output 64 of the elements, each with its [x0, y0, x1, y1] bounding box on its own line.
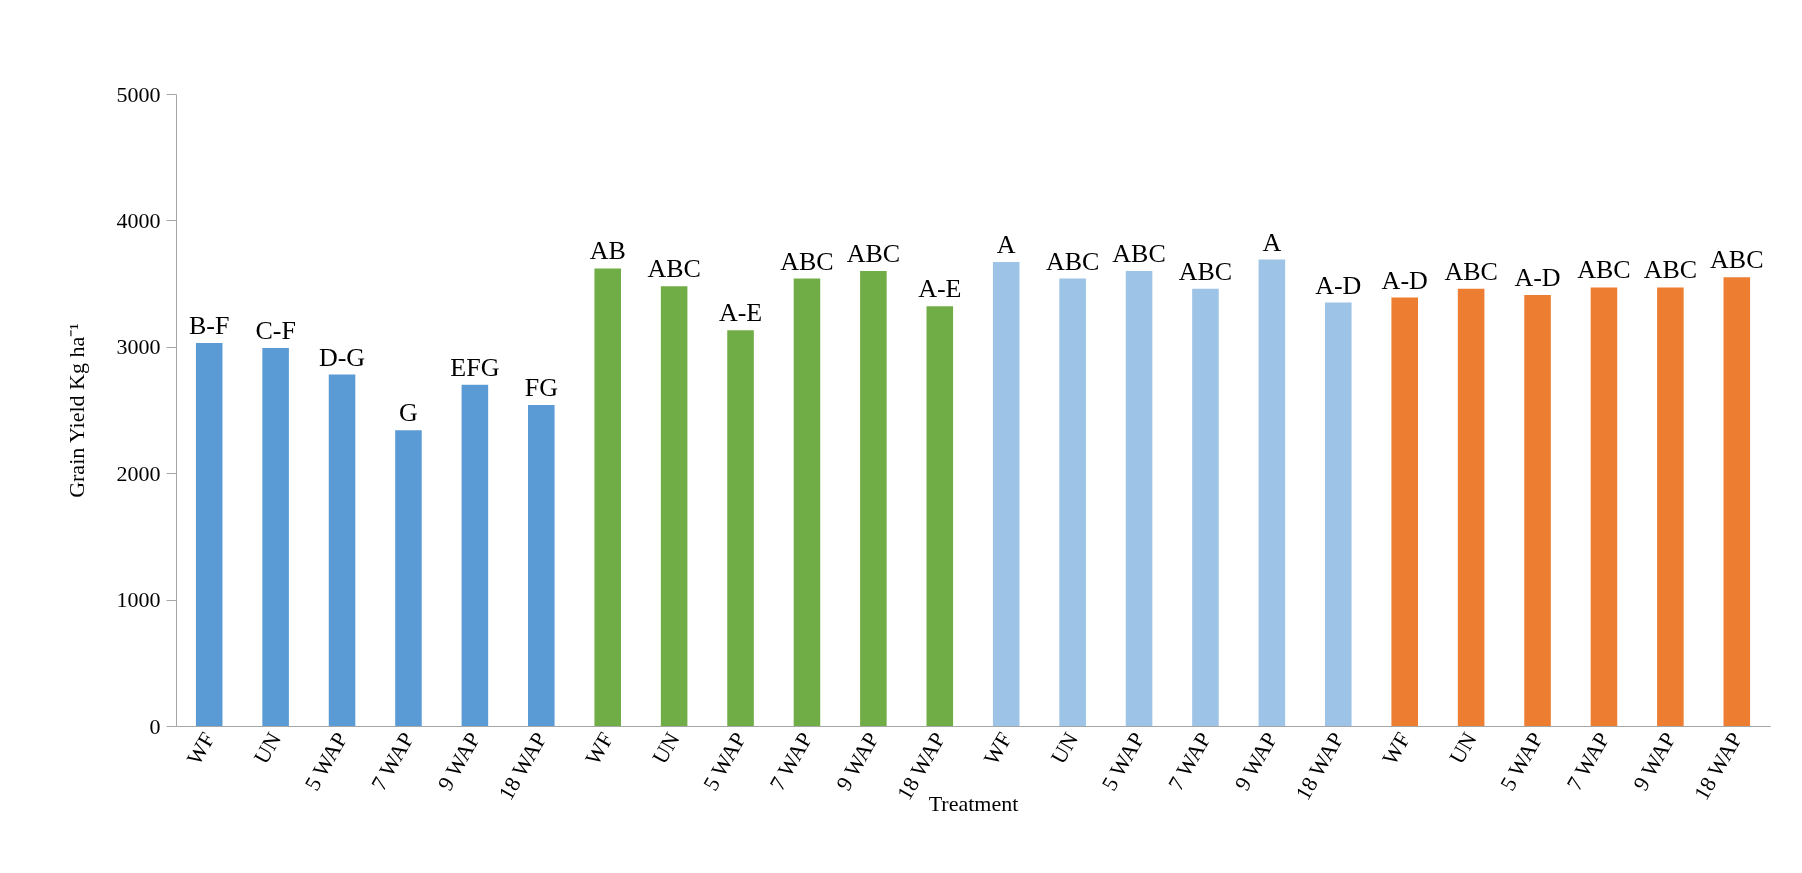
y-tick-label: 1000 [116, 587, 161, 613]
x-tick-label: WF [1376, 728, 1416, 770]
data-label: A-D [1381, 265, 1428, 295]
data-label: ABC [1045, 246, 1100, 276]
bar [395, 430, 422, 726]
data-label: A-D [1514, 262, 1561, 292]
data-label: ABC [846, 238, 901, 268]
data-label: ABC [647, 254, 701, 284]
x-tick-label: UN [1045, 727, 1084, 769]
y-tick-label: 0 [149, 713, 161, 739]
bar [1723, 277, 1751, 726]
bar [1457, 288, 1485, 726]
bar [992, 262, 1020, 726]
x-tick-label: WF [978, 728, 1017, 770]
y-axis-title: Grain Yield Kg ha⁻¹ [63, 323, 89, 498]
data-label: ABC [1444, 256, 1498, 286]
y-tick-label: 4000 [116, 207, 161, 233]
data-label: G [399, 398, 418, 428]
bar [1125, 270, 1153, 726]
data-label: ABC [1112, 238, 1166, 268]
x-tick-label: WF [579, 728, 619, 770]
bar [1391, 297, 1418, 726]
data-label: FG [524, 372, 558, 402]
bar [1258, 259, 1286, 726]
data-label: ABC [1643, 255, 1698, 285]
bar [528, 404, 555, 726]
data-label: C-F [255, 316, 296, 346]
bar [926, 306, 954, 726]
bar [1524, 294, 1551, 726]
bar [1657, 287, 1684, 726]
data-label: A [996, 230, 1016, 260]
y-tick-label: 3000 [116, 334, 161, 360]
bar [262, 348, 289, 726]
bar [1590, 287, 1618, 726]
bar [1325, 302, 1352, 726]
data-label: ABC [1710, 245, 1764, 275]
x-tick-label: UN [248, 727, 287, 769]
data-label: A-E [918, 274, 962, 304]
data-label: AB [589, 236, 626, 266]
data-label: B-F [188, 311, 230, 341]
data-label: A [1262, 227, 1282, 257]
x-axis-title: Treatment [928, 791, 1019, 817]
x-tick-label: UN [1443, 727, 1482, 769]
data-label: ABC [1577, 255, 1631, 285]
x-tick-label: WF [181, 728, 220, 770]
data-label: ABC [1178, 256, 1233, 286]
y-tick-label: 5000 [116, 81, 161, 107]
bar [727, 330, 754, 726]
bar [793, 278, 821, 726]
data-label: A-E [718, 298, 763, 328]
bar [594, 268, 621, 726]
y-tick-label: 2000 [116, 460, 161, 486]
bar [1192, 288, 1219, 726]
bar [1059, 278, 1086, 726]
x-tick-label: UN [646, 727, 685, 769]
bar [660, 286, 688, 726]
bar [195, 343, 223, 726]
bar [860, 270, 887, 726]
bar [461, 384, 489, 726]
data-label: EFG [450, 352, 500, 382]
bar [328, 374, 356, 726]
data-label: D-G [318, 342, 366, 372]
data-label: ABC [780, 246, 834, 276]
data-label: A-D [1315, 270, 1362, 300]
